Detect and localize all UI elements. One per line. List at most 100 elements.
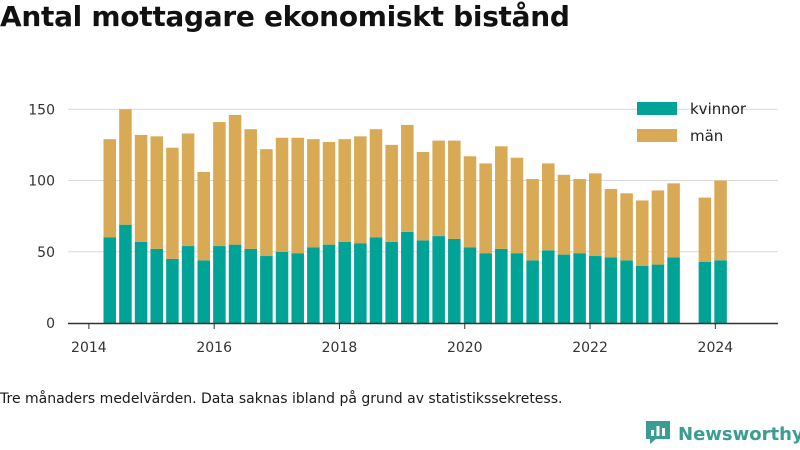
bar-män — [495, 146, 508, 249]
bar-kvinnor — [542, 250, 555, 323]
bar-män — [463, 156, 477, 248]
bar-kvinnor — [667, 257, 680, 323]
axes: 0 50 100 150 2014 2016 2018 2020 2022 2024 — [28, 102, 778, 356]
y-tick-label: 0 — [46, 316, 55, 332]
chart-caption: Tre månaders medelvärden. Data saknas ib… — [0, 391, 563, 407]
bar-män — [604, 189, 618, 258]
legend-label-kvinnor: kvinnor — [690, 100, 747, 118]
y-tick-label: 150 — [28, 102, 55, 118]
bar-män — [448, 140, 461, 239]
brand-name: Newsworthy — [678, 423, 800, 445]
brand[interactable]: Newsworthy — [644, 419, 800, 449]
bar-kvinnor — [103, 237, 117, 323]
bar-män — [213, 122, 226, 247]
x-tick-label: 2020 — [447, 340, 483, 356]
bars — [103, 109, 727, 323]
bar-kvinnor — [213, 246, 226, 323]
bar-kvinnor — [651, 264, 665, 323]
bar-kvinnor — [134, 241, 148, 323]
bar-kvinnor — [448, 238, 461, 323]
bar-kvinnor — [275, 251, 289, 323]
bar-kvinnor — [228, 244, 242, 323]
bar-män — [354, 136, 367, 244]
x-tick-label: 2022 — [572, 340, 608, 356]
legend-swatch-män — [637, 129, 677, 142]
bar-män — [416, 152, 430, 241]
legend-label-män: män — [690, 127, 723, 145]
bar-kvinnor — [620, 260, 633, 323]
legend-swatch-kvinnor — [637, 102, 677, 115]
bar-män — [181, 133, 195, 247]
bar-män — [589, 173, 602, 257]
bar-män — [119, 109, 132, 225]
bar-kvinnor — [307, 247, 320, 323]
page-title: Antal mottagare ekonomiskt bistånd — [0, 0, 570, 33]
bar-kvinnor — [479, 253, 492, 323]
bar-män — [620, 193, 633, 261]
bar-kvinnor — [166, 258, 179, 323]
bar-kvinnor — [197, 260, 210, 323]
bar-män — [573, 179, 586, 254]
bar-kvinnor — [260, 256, 273, 323]
x-tick-label: 2024 — [698, 340, 734, 356]
bar-män — [557, 174, 571, 255]
bar-män — [369, 129, 383, 238]
bar-kvinnor — [604, 257, 618, 323]
bar-kvinnor — [557, 254, 571, 323]
bar-kvinnor — [510, 253, 524, 323]
bar-män — [322, 142, 336, 245]
x-tick-label: 2016 — [196, 340, 232, 356]
bar-män — [134, 134, 148, 242]
legend: kvinnor män — [637, 100, 747, 145]
bar-män — [714, 180, 727, 261]
bar-kvinnor — [714, 260, 727, 323]
bar-kvinnor — [385, 241, 398, 323]
bar-män — [103, 139, 117, 238]
bar-män — [197, 171, 210, 261]
bar-kvinnor — [354, 243, 367, 323]
bar-män — [636, 200, 649, 266]
bar-kvinnor — [322, 244, 336, 323]
x-tick-label: 2014 — [71, 340, 107, 356]
bar-män — [432, 140, 445, 237]
bar-män — [166, 147, 179, 259]
bar-män — [526, 179, 539, 261]
y-tick-label: 100 — [28, 174, 55, 190]
x-tick-label: 2018 — [322, 340, 358, 356]
bar-kvinnor — [495, 248, 508, 323]
bar-kvinnor — [698, 261, 712, 323]
bar-kvinnor — [416, 240, 430, 323]
bar-män — [698, 197, 712, 262]
bar-män — [228, 114, 242, 245]
bar-kvinnor — [150, 248, 164, 323]
bar-kvinnor — [636, 266, 649, 323]
bar-kvinnor — [589, 256, 602, 323]
bar-kvinnor — [119, 224, 132, 323]
stacked-bar-chart: 0 50 100 150 2014 2016 2018 2020 2022 2024 kvinno… — [28, 100, 778, 356]
bar-män — [667, 183, 680, 258]
bar-män — [401, 124, 414, 232]
bar-män — [479, 163, 492, 254]
bar-kvinnor — [432, 236, 445, 323]
bar-män — [385, 144, 398, 242]
bar-kvinnor — [338, 241, 351, 323]
newsworthy-logo-icon — [644, 419, 672, 449]
bar-kvinnor — [244, 248, 257, 323]
bar-män — [260, 149, 273, 257]
bar-män — [338, 139, 351, 242]
bar-kvinnor — [369, 237, 383, 323]
bar-män — [307, 139, 320, 248]
y-tick-label: 50 — [37, 245, 55, 261]
bar-män — [291, 137, 304, 254]
bar-män — [510, 157, 524, 254]
bar-män — [150, 136, 164, 249]
bar-kvinnor — [291, 253, 304, 323]
bar-kvinnor — [463, 247, 477, 323]
bar-män — [651, 190, 665, 265]
bar-kvinnor — [573, 253, 586, 323]
bar-män — [275, 137, 289, 252]
bar-män — [244, 129, 257, 249]
bar-kvinnor — [401, 231, 414, 323]
bar-män — [542, 163, 555, 251]
bar-kvinnor — [181, 246, 195, 323]
